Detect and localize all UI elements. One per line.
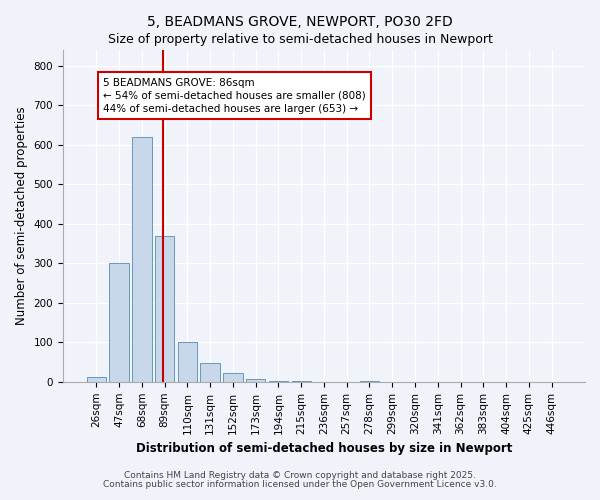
Bar (132, 137, 152, 382)
Bar (109, 262, 129, 382)
Bar (269, 380, 288, 382)
Text: 5, BEADMANS GROVE, NEWPORT, PO30 2FD: 5, BEADMANS GROVE, NEWPORT, PO30 2FD (147, 15, 453, 29)
Bar (200, 364, 220, 382)
Bar (178, 342, 197, 382)
Bar (86, 377, 106, 382)
Bar (360, 381, 379, 382)
X-axis label: Distribution of semi-detached houses by size in Newport: Distribution of semi-detached houses by … (136, 442, 512, 455)
Text: Contains public sector information licensed under the Open Government Licence v3: Contains public sector information licen… (103, 480, 497, 489)
Y-axis label: Number of semi-detached properties: Number of semi-detached properties (15, 106, 28, 325)
Bar (223, 373, 242, 382)
Text: 5 BEADMANS GROVE: 86sqm
← 54% of semi-detached houses are smaller (808)
44% of s: 5 BEADMANS GROVE: 86sqm ← 54% of semi-de… (103, 78, 366, 114)
Text: Size of property relative to semi-detached houses in Newport: Size of property relative to semi-detach… (107, 32, 493, 46)
Bar (246, 378, 265, 382)
Bar (155, 236, 174, 382)
Text: Contains HM Land Registry data © Crown copyright and database right 2025.: Contains HM Land Registry data © Crown c… (124, 471, 476, 480)
